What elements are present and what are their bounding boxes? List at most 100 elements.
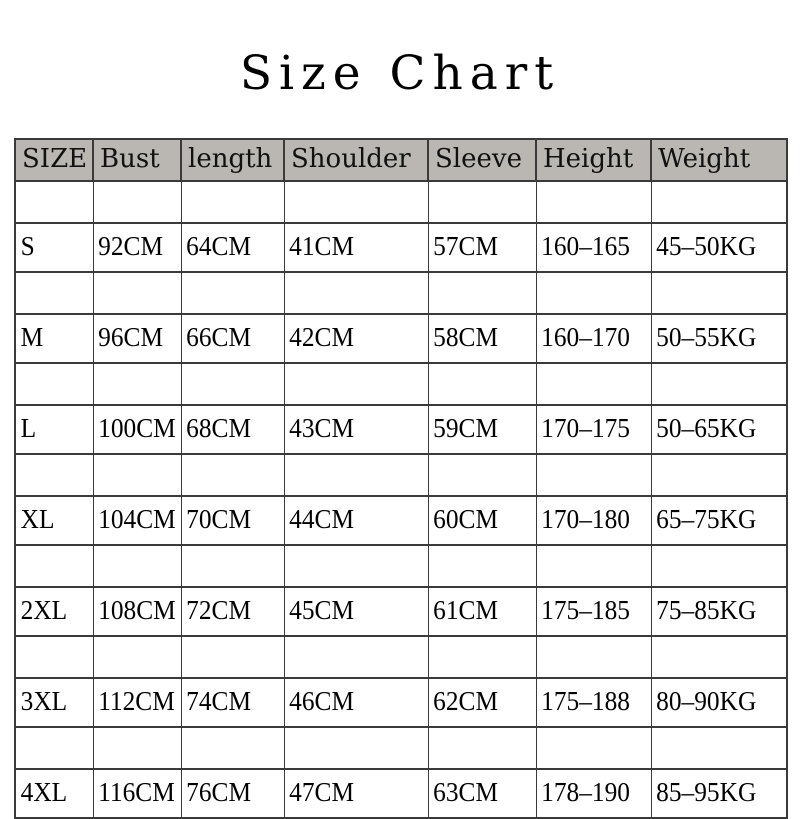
table-cell-height: 160–165 — [535, 222, 645, 273]
cell-text: 2XL — [20, 595, 68, 625]
cell-text: 45–50KG — [656, 231, 757, 261]
table-cell-size: 4XL — [14, 768, 89, 819]
table-spacer-cell — [14, 454, 94, 496]
cell-text: 160–170 — [541, 322, 630, 352]
cell-text: 68CM — [186, 413, 252, 443]
table-cell-sleeve: 59CM — [427, 404, 530, 455]
table-cell-bust: 112CM — [92, 677, 177, 728]
table-spacer-cell — [180, 454, 285, 496]
table-cell-height: 178–190 — [535, 768, 645, 819]
table-spacer-cell — [650, 181, 788, 223]
table-cell-size: L — [14, 404, 89, 455]
cell-text: 50–55KG — [656, 322, 757, 352]
column-header-shoulder: Shoulder — [283, 138, 429, 182]
table-cell-weight: 75–85KG — [650, 586, 780, 637]
table-cell-bust: 104CM — [92, 495, 177, 546]
table-spacer-cell — [180, 545, 285, 587]
cell-text: 116CM — [98, 777, 175, 807]
cell-text: 70CM — [186, 504, 252, 534]
cell-text: 170–180 — [541, 504, 630, 534]
table-spacer-cell — [650, 545, 788, 587]
cell-text: 64CM — [186, 231, 252, 261]
table-cell-size: 3XL — [14, 677, 89, 728]
table-cell-bust: 92CM — [92, 222, 177, 273]
cell-text: 60CM — [433, 504, 499, 534]
table-cell-weight: 65–75KG — [650, 495, 780, 546]
table-spacer-cell — [283, 363, 429, 405]
table-cell-weight: 45–50KG — [650, 222, 780, 273]
cell-text: S — [20, 231, 35, 261]
table-cell-shoulder: 41CM — [283, 222, 420, 273]
table-spacer-cell — [92, 545, 182, 587]
table-spacer-cell — [14, 272, 94, 314]
cell-text: 100CM — [98, 413, 176, 443]
table-spacer-cell — [14, 545, 94, 587]
table-spacer-row — [14, 454, 788, 496]
cell-text: 45CM — [289, 595, 355, 625]
cell-text: 76CM — [186, 777, 252, 807]
table-spacer-cell — [92, 363, 182, 405]
table-spacer-cell — [427, 454, 537, 496]
table-row: XL 104CM 70CM 44CM 60CM 170–180 65–75KG — [14, 495, 787, 546]
table-spacer-cell — [427, 727, 537, 769]
table-cell-bust: 100CM — [92, 404, 177, 455]
table-spacer-cell — [535, 636, 652, 678]
table-spacer-cell — [14, 636, 94, 678]
table-cell-length: 74CM — [180, 677, 279, 728]
table-spacer-row — [14, 272, 788, 314]
cell-text: 178–190 — [541, 777, 630, 807]
cell-text: 72CM — [186, 595, 252, 625]
cell-text: 57CM — [433, 231, 499, 261]
column-header-bust: Bust — [92, 138, 182, 182]
table-head: SIZE Bust length Shoulder Sleeve Height … — [14, 138, 788, 182]
table-cell-shoulder: 43CM — [283, 404, 420, 455]
cell-text: 96CM — [98, 322, 164, 352]
table-cell-height: 175–185 — [535, 586, 645, 637]
cell-text: 58CM — [433, 322, 499, 352]
table-row: 4XL 116CM 76CM 47CM 63CM 178–190 85–95KG — [14, 768, 787, 819]
table-spacer-cell — [283, 545, 429, 587]
cell-text: 65–75KG — [656, 504, 757, 534]
table-cell-sleeve: 61CM — [427, 586, 530, 637]
cell-text: 108CM — [98, 595, 176, 625]
cell-text: 170–175 — [541, 413, 630, 443]
cell-text: 160–165 — [541, 231, 630, 261]
table-cell-size: M — [14, 313, 89, 364]
table-body: S 92CM 64CM 41CM 57CM 160–165 45–50KG M 96CM 66CM… — [14, 181, 788, 819]
table-cell-sleeve: 60CM — [427, 495, 530, 546]
cell-text: 85–95KG — [656, 777, 757, 807]
table-spacer-cell — [427, 181, 537, 223]
table-spacer-cell — [427, 363, 537, 405]
cell-text: 80–90KG — [656, 686, 757, 716]
cell-text: 74CM — [186, 686, 252, 716]
size-chart-page: Size Chart SIZE Bust length Shoulder Sle… — [14, 47, 788, 819]
table-spacer-cell — [650, 272, 788, 314]
cell-text: 175–188 — [541, 686, 630, 716]
table-spacer-cell — [92, 272, 182, 314]
table-cell-height: 170–180 — [535, 495, 645, 546]
table-spacer-cell — [92, 636, 182, 678]
table-cell-height: 160–170 — [535, 313, 645, 364]
size-chart-table: SIZE Bust length Shoulder Sleeve Height … — [14, 138, 788, 819]
table-spacer-cell — [535, 727, 652, 769]
cell-text: 42CM — [289, 322, 355, 352]
table-spacer-cell — [650, 363, 788, 405]
table-spacer-cell — [92, 454, 182, 496]
table-cell-sleeve: 58CM — [427, 313, 530, 364]
table-cell-length: 66CM — [180, 313, 279, 364]
cell-text: 50–65KG — [656, 413, 757, 443]
column-header-sleeve: Sleeve — [427, 138, 537, 182]
table-cell-length: 72CM — [180, 586, 279, 637]
table-spacer-cell — [180, 636, 285, 678]
table-cell-length: 64CM — [180, 222, 279, 273]
table-spacer-row — [14, 727, 788, 769]
table-spacer-cell — [180, 727, 285, 769]
table-spacer-row — [14, 363, 788, 405]
table-cell-bust: 108CM — [92, 586, 177, 637]
table-cell-bust: 116CM — [92, 768, 177, 819]
table-cell-size: S — [14, 222, 89, 273]
table-header-row: SIZE Bust length Shoulder Sleeve Height … — [14, 138, 788, 182]
table-cell-sleeve: 62CM — [427, 677, 530, 728]
table-spacer-cell — [427, 545, 537, 587]
column-header-size: SIZE — [14, 138, 94, 182]
